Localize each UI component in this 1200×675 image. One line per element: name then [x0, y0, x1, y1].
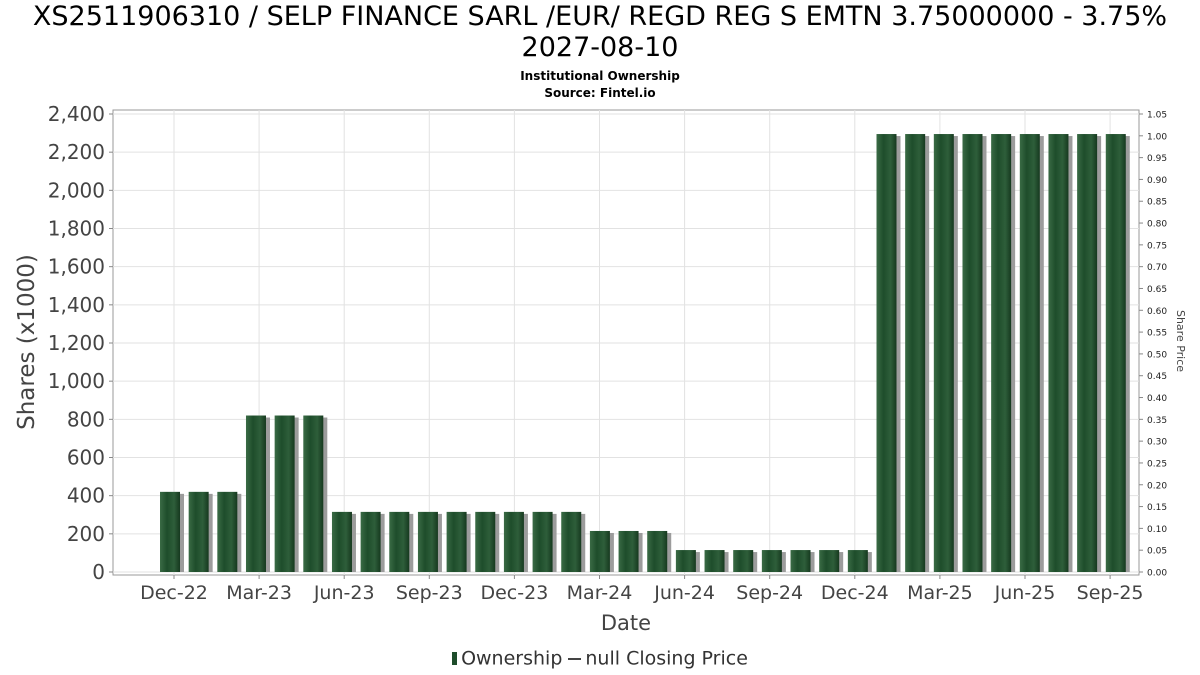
y-tick-label: 2,400 [48, 102, 105, 126]
y2-tick-label: 0.85 [1147, 198, 1167, 208]
y2-tick-label: 0.05 [1147, 547, 1167, 557]
ownership-bar [761, 550, 782, 572]
x-tick-label: Sep-24 [736, 582, 803, 604]
y2-tick-label: 0.30 [1147, 438, 1167, 448]
y2-tick-label: 0.25 [1147, 459, 1167, 469]
y2-tick-label: 0.70 [1147, 263, 1167, 273]
y-tick-label: 200 [67, 522, 105, 546]
x-tick-label: Mar-25 [907, 582, 973, 604]
ownership-bar [847, 550, 868, 572]
ownership-bar [618, 530, 639, 572]
y2-tick-label: 0.45 [1147, 372, 1167, 382]
ownership-bar [991, 134, 1012, 572]
ownership-bar [160, 491, 180, 572]
x-tick-label: Dec-22 [140, 582, 208, 604]
ownership-bar [876, 134, 897, 572]
ownership-bar [188, 491, 209, 572]
bar-layer [160, 134, 1130, 572]
ownership-bar [1105, 134, 1126, 572]
ownership-bar [446, 511, 467, 572]
y2-tick-label: 0.60 [1147, 307, 1167, 317]
ownership-bar [532, 511, 553, 572]
chart-title-line1: XS2511906310 / SELP FINANCE SARL /EUR/ R… [32, 1, 1168, 32]
y-tick-label: 400 [67, 484, 105, 508]
chart-title-line2: 2027-08-10 [521, 32, 679, 63]
chart-legend: Ownership null Closing Price [0, 647, 1200, 670]
x-tick-label: Dec-23 [480, 582, 548, 604]
ownership-bar [647, 530, 668, 572]
y2-tick-label: 1.00 [1147, 132, 1167, 142]
ownership-bar [303, 415, 324, 572]
x-tick-label: Sep-25 [1077, 582, 1144, 604]
y-tick-label: 600 [67, 446, 105, 470]
y2-tick-label: 0.35 [1147, 416, 1167, 426]
y2-axis-label: Share Price [1174, 310, 1187, 372]
y2-tick-label: 0.00 [1147, 569, 1167, 579]
axis-layer: 0 200 400 600 800 1,000 1,200 1,400 1,600 1,800 2,… [48, 102, 1168, 604]
y-tick-label: 2,200 [48, 140, 105, 164]
x-tick-label: Jun-24 [653, 582, 715, 604]
y-tick-label: 1,000 [48, 369, 105, 393]
y-axis-label: Shares (x1000) [14, 254, 40, 430]
ownership-bar [360, 511, 381, 572]
y2-tick-label: 0.90 [1147, 176, 1167, 186]
x-tick-label: Mar-24 [567, 582, 633, 604]
y2-tick-label: 0.50 [1147, 350, 1167, 360]
x-tick-label: Dec-24 [821, 582, 889, 604]
ownership-bar [589, 530, 610, 572]
ownership-bar [561, 511, 582, 572]
y2-tick-label: 0.40 [1147, 394, 1167, 404]
ownership-bar [389, 511, 410, 572]
ownership-bar [790, 550, 811, 572]
x-tick-label: Sep-23 [396, 582, 463, 604]
ownership-bar [1077, 134, 1098, 572]
ownership-bar [675, 550, 696, 572]
ownership-bar [819, 550, 840, 572]
ownership-bar [1048, 134, 1069, 572]
legend-closing-price: null Closing Price [585, 647, 748, 670]
y2-tick-label: 1.05 [1147, 111, 1167, 121]
ownership-bar [905, 134, 926, 572]
ownership-swatch [452, 652, 458, 665]
y-tick-label: 0 [92, 560, 105, 584]
y2-tick-label: 0.10 [1147, 525, 1167, 535]
x-tick-label: Jun-25 [994, 582, 1056, 604]
y-tick-label: 2,000 [48, 178, 105, 202]
ownership-bar [475, 511, 496, 572]
ownership-bar [417, 511, 438, 572]
ownership-bar [1019, 134, 1040, 572]
legend-ownership: Ownership [461, 647, 563, 670]
ownership-bar [962, 134, 983, 572]
y-tick-label: 1,600 [48, 255, 105, 279]
chart-source: Source: Fintel.io [544, 86, 656, 100]
x-tick-label: Mar-23 [226, 582, 292, 604]
ownership-bar [704, 550, 725, 572]
y2-tick-label: 0.80 [1147, 220, 1167, 230]
y2-tick-label: 0.55 [1147, 329, 1167, 339]
closing-price-swatch [568, 657, 582, 660]
ownership-bar [933, 134, 954, 572]
y-tick-label: 800 [67, 407, 105, 431]
ownership-bar [733, 550, 754, 572]
x-axis-label: Date [601, 611, 651, 635]
ownership-bar [274, 415, 295, 572]
ownership-bar [503, 511, 524, 572]
y2-tick-label: 0.65 [1147, 285, 1167, 295]
ownership-bar [331, 511, 352, 572]
ownership-bar [245, 415, 266, 572]
y2-tick-label: 0.95 [1147, 154, 1167, 164]
chart-subtitle: Institutional Ownership [520, 69, 680, 83]
ownership-bar [217, 491, 238, 572]
y-tick-label: 1,400 [48, 293, 105, 317]
x-tick-label: Jun-23 [313, 582, 375, 604]
y2-tick-label: 0.75 [1147, 241, 1167, 251]
y2-tick-label: 0.20 [1147, 481, 1167, 491]
y2-tick-label: 0.15 [1147, 503, 1167, 513]
y-tick-label: 1,800 [48, 217, 105, 241]
y-tick-label: 1,200 [48, 331, 105, 355]
